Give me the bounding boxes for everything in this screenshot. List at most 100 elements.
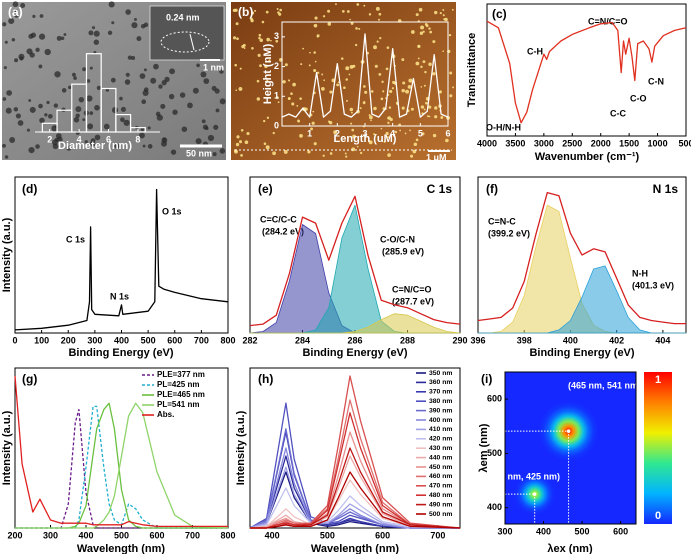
particle xyxy=(299,97,302,100)
particle xyxy=(283,150,288,154)
particle xyxy=(429,30,433,34)
y-axis-label: Intensity (a.u.) xyxy=(235,410,247,485)
particle xyxy=(147,144,153,149)
particle xyxy=(44,113,48,117)
particle xyxy=(314,16,318,20)
annotation: N-H xyxy=(632,268,648,278)
particle xyxy=(251,46,254,50)
particle xyxy=(408,78,413,83)
particle xyxy=(445,138,449,143)
particle xyxy=(313,51,316,54)
particle xyxy=(415,61,420,66)
particle xyxy=(417,57,420,60)
particle xyxy=(28,33,34,39)
x-tick-label: 2 xyxy=(47,134,52,144)
particle xyxy=(399,129,402,132)
particle xyxy=(63,33,67,36)
legend-label: 440 nm xyxy=(429,454,452,461)
particle xyxy=(424,70,427,74)
x-tick-label: 3000 xyxy=(534,138,554,148)
particle xyxy=(368,114,371,117)
x-tick-label: 6 xyxy=(106,134,111,144)
x-tick-label: 5 xyxy=(418,128,423,138)
particle xyxy=(11,37,16,42)
particle xyxy=(268,59,271,62)
particle xyxy=(153,63,159,70)
particle xyxy=(387,116,392,120)
particle xyxy=(161,79,167,86)
particle xyxy=(169,68,176,75)
particle xyxy=(439,11,442,15)
particle xyxy=(291,102,295,106)
particle xyxy=(238,140,243,144)
particle xyxy=(147,126,151,130)
particle xyxy=(105,88,110,92)
particle xyxy=(323,79,325,82)
plot-frame xyxy=(504,371,637,525)
legend-label: PLE=465 nm xyxy=(157,390,205,399)
legend-label: 410 nm xyxy=(429,426,452,433)
particle xyxy=(78,96,85,103)
particle xyxy=(212,152,217,157)
x-tick-label: 100 xyxy=(34,335,49,345)
particle xyxy=(233,36,237,40)
particle xyxy=(275,96,279,100)
particle xyxy=(219,69,224,74)
particle xyxy=(270,39,272,42)
particle xyxy=(374,64,378,68)
particle xyxy=(333,130,338,135)
particle xyxy=(61,88,67,93)
particle xyxy=(340,57,344,60)
particle xyxy=(363,85,366,88)
x-tick-label: 600 xyxy=(613,526,628,536)
particle xyxy=(425,24,429,28)
particle xyxy=(93,39,100,45)
x-tick-label: 2000 xyxy=(591,138,611,148)
particle xyxy=(313,23,318,28)
x-tick-label: 400 xyxy=(78,530,93,540)
x-tick-label: 300 xyxy=(43,530,58,540)
particle xyxy=(368,140,373,145)
particle xyxy=(14,13,19,18)
particle xyxy=(96,85,101,90)
particle xyxy=(168,93,175,100)
particle xyxy=(284,63,288,67)
particle xyxy=(259,38,263,43)
particle xyxy=(336,83,340,87)
x-tick-label: 2 xyxy=(335,128,340,138)
particle xyxy=(46,100,50,105)
particle xyxy=(345,78,348,81)
legend-label: 360 nm xyxy=(429,379,452,386)
particle xyxy=(257,53,261,57)
spectrum-line xyxy=(249,487,461,529)
particle xyxy=(415,13,419,17)
spectrum-line xyxy=(15,408,228,529)
x-tick-label: 1 xyxy=(307,128,312,138)
particle xyxy=(131,22,138,29)
particle xyxy=(67,85,72,90)
particle xyxy=(350,122,353,125)
particle xyxy=(14,58,19,63)
particle xyxy=(196,63,200,68)
spectrum-line xyxy=(250,412,461,529)
particle xyxy=(282,80,286,84)
peak-label: (377 nm, 425 nm) xyxy=(487,471,560,481)
particle xyxy=(202,124,208,130)
particle xyxy=(442,14,445,17)
particle xyxy=(382,90,385,93)
x-axis-label: Binding Energy (eV) xyxy=(529,347,634,359)
x-tick-label: 4 xyxy=(77,134,82,144)
spectrum-line xyxy=(15,402,229,529)
annotation: C-O xyxy=(630,93,647,103)
histogram-bar xyxy=(129,127,146,133)
histogram-bar xyxy=(100,87,117,133)
annotation: C=N/C=O xyxy=(588,16,628,26)
x-tick-label: 286 xyxy=(347,335,362,345)
particle xyxy=(448,34,452,37)
particle xyxy=(6,90,13,96)
legend-label: Abs. xyxy=(157,410,174,419)
particle xyxy=(275,39,279,43)
legend-label: 400 nm xyxy=(429,417,452,424)
particle xyxy=(244,140,249,145)
y-axis-label: Intensity (a.u.) xyxy=(1,217,13,292)
